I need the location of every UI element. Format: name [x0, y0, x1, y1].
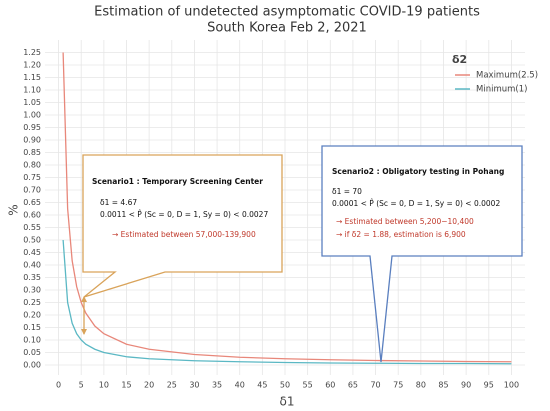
y-tick-label: 1.15	[23, 73, 41, 82]
legend-title: δ2	[452, 53, 467, 66]
annotation-text: 0.0001 < P̂ (Sc = 0, D = 1, Sy = 0) < 0.…	[332, 199, 500, 208]
y-tick-label: 1.10	[23, 86, 41, 95]
x-tick-label: 55	[303, 381, 313, 390]
annotation-text: → Estimated between 57,000-139,900	[112, 230, 256, 239]
y-tick-label: 0.75	[23, 173, 41, 182]
y-tick-label: 0.20	[23, 311, 41, 320]
annotation-text: → if δ2 = 1.88, estimation is 6,900	[336, 230, 466, 239]
callout-2	[321, 145, 523, 363]
x-tick-label: 65	[348, 381, 358, 390]
y-tick-label: 0.90	[23, 136, 41, 145]
x-tick-label: 45	[257, 381, 267, 390]
chart-title: Estimation of undetected asymptomatic CO…	[94, 5, 480, 20]
y-tick-label: 1.20	[23, 61, 41, 70]
arrow-head	[81, 296, 87, 302]
x-tick-label: 60	[325, 381, 335, 390]
y-axis-label: %	[7, 204, 21, 215]
x-tick-label: 50	[280, 381, 290, 390]
x-tick-label: 0	[56, 381, 61, 390]
x-tick-label: 90	[461, 381, 471, 390]
y-tick-label: 0.95	[23, 123, 41, 132]
y-tick-label: 0.65	[23, 198, 41, 207]
x-tick-label: 25	[167, 381, 177, 390]
x-tick-label: 75	[393, 381, 403, 390]
y-tick-label: 0.60	[23, 211, 41, 220]
y-tick-label: 0.45	[23, 248, 41, 257]
y-tick-label: 1.25	[23, 48, 41, 57]
legend-label: Maximum(2.5)	[476, 71, 538, 81]
y-tick-label: 0.40	[23, 261, 41, 270]
annotation-text: δ1 = 70	[332, 187, 362, 196]
legend-label: Minimum(1)	[476, 85, 527, 95]
x-tick-label: 40	[235, 381, 245, 390]
x-axis-label: δ1	[280, 395, 295, 409]
x-tick-label: 30	[189, 381, 199, 390]
y-tick-label: 0.15	[23, 323, 41, 332]
annotation-text: 0.0011 < P̂ (Sc = 0, D = 1, Sy = 0) < 0.…	[100, 210, 268, 219]
arrow-head	[81, 329, 87, 335]
y-tick-label: 0.30	[23, 286, 41, 295]
x-tick-label: 70	[370, 381, 380, 390]
x-tick-label: 85	[438, 381, 448, 390]
y-tick-label: 0.85	[23, 148, 41, 157]
y-tick-label: 0.70	[23, 186, 41, 195]
y-tick-label: 0.00	[23, 361, 41, 370]
annotation-text: Scenario1 : Temporary Screening Center	[92, 177, 263, 186]
y-tick-label: 0.80	[23, 161, 41, 170]
y-tick-label: 0.05	[23, 348, 41, 357]
series-line	[62, 52, 512, 363]
annotation-text: → Estimated between 5,200−10,400	[336, 217, 474, 226]
annotation-text: δ1 = 4.67	[100, 198, 137, 207]
series-line	[62, 239, 512, 365]
x-tick-label: 10	[99, 381, 109, 390]
y-tick-label: 0.10	[23, 336, 41, 345]
y-tick-label: 0.35	[23, 273, 41, 282]
x-tick-label: 35	[212, 381, 222, 390]
x-tick-label: 15	[121, 381, 131, 390]
x-tick-label: 5	[79, 381, 84, 390]
callout-1	[82, 154, 283, 298]
y-tick-label: 0.50	[23, 236, 41, 245]
x-tick-label: 20	[144, 381, 154, 390]
x-tick-label: 95	[484, 381, 494, 390]
y-tick-label: 1.00	[23, 111, 41, 120]
y-tick-label: 0.55	[23, 223, 41, 232]
annotation-text: Scenario2 : Obligatory testing in Pohang	[332, 167, 504, 176]
x-tick-label: 80	[416, 381, 426, 390]
x-tick-label: 100	[504, 381, 519, 390]
y-tick-label: 1.05	[23, 98, 41, 107]
y-tick-label: 0.25	[23, 298, 41, 307]
chart-subtitle: South Korea Feb 2, 2021	[207, 21, 367, 36]
